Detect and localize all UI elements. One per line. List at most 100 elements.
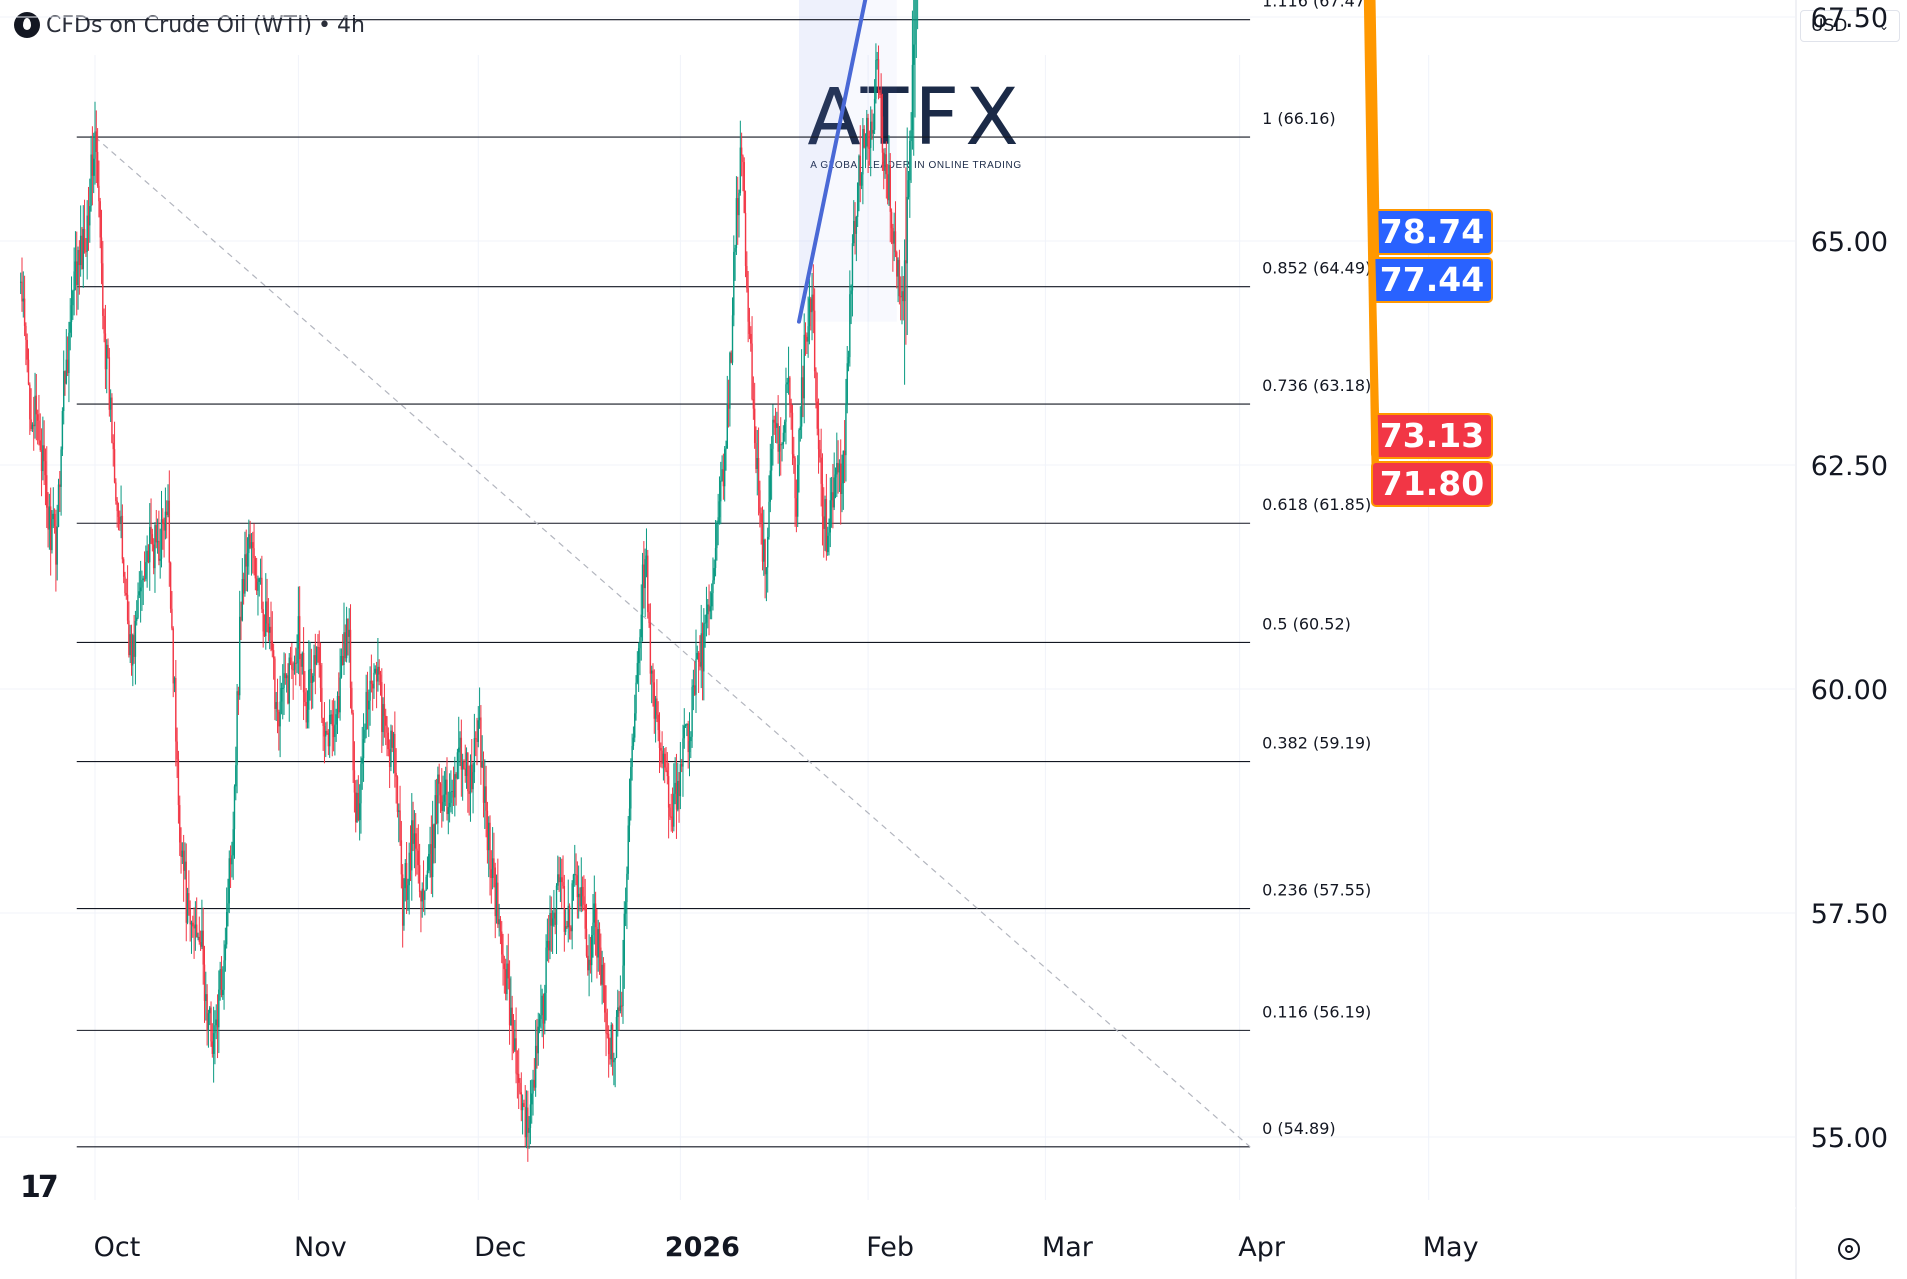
candle-body [334, 724, 336, 738]
candle [864, 133, 867, 169]
callout-pointer [1363, 0, 1380, 504]
candle [220, 956, 223, 998]
candle [602, 957, 605, 1003]
fib-level-label: 0.236 (57.55) [1262, 881, 1371, 900]
candle-body [871, 121, 873, 134]
candle-body [209, 1007, 211, 1014]
candle-body [903, 260, 906, 302]
settings-gear-icon[interactable] [1838, 1238, 1860, 1260]
candle-body [55, 526, 57, 565]
channel-lower-line [796, 0, 868, 324]
candle-body [683, 725, 685, 739]
candle-body [737, 198, 739, 216]
candle-body [911, 64, 914, 130]
candle [538, 1013, 541, 1034]
candle [202, 907, 204, 985]
candle [718, 476, 721, 525]
candle-body [769, 470, 772, 502]
candle [387, 727, 390, 757]
candle [742, 154, 744, 192]
candle [753, 382, 756, 449]
candle [537, 1012, 539, 1066]
candle-body [828, 532, 830, 536]
candle-body [426, 870, 429, 877]
candle-body [791, 412, 794, 455]
candle [830, 476, 833, 528]
candle-body [596, 927, 598, 958]
candle [514, 1019, 516, 1053]
candle-body [130, 634, 133, 666]
candle-body [471, 764, 473, 790]
chevron-down-icon: ⌄ [1878, 19, 1889, 33]
candle [688, 712, 691, 777]
candle [225, 887, 228, 949]
candle [124, 571, 126, 597]
currency-selector[interactable]: USD ⌄ [1800, 10, 1900, 42]
candle [875, 43, 877, 104]
candle [778, 425, 781, 477]
candle-body [613, 1059, 615, 1063]
candle-body [362, 739, 365, 759]
price-axis: 55.0057.5060.0062.5065.0067.5070.0072.50… [1795, 0, 1888, 1279]
candle [89, 178, 91, 243]
candle [29, 382, 31, 435]
candle-body [98, 185, 100, 202]
candle-body [641, 564, 644, 615]
candle-body [35, 395, 38, 415]
candle [192, 915, 194, 938]
candle-body [714, 548, 717, 569]
candle [383, 683, 386, 738]
candle-body [580, 886, 582, 907]
candle [902, 275, 904, 321]
candle [298, 586, 301, 687]
candle [42, 416, 44, 481]
candle-body [355, 792, 357, 823]
candle [254, 555, 257, 591]
candle [348, 608, 350, 663]
candle [242, 572, 245, 605]
candle-body [537, 1026, 539, 1054]
candle-body [626, 873, 628, 903]
candle-body [703, 623, 705, 672]
candle-body [546, 940, 549, 948]
price-tick-label: 60.00 [1811, 675, 1888, 706]
candle-body [147, 550, 150, 563]
candle-body [36, 414, 39, 421]
candle [121, 504, 124, 564]
candle [108, 347, 111, 417]
candle-body [72, 290, 74, 306]
candle [677, 762, 679, 812]
candle-body [664, 753, 666, 768]
candle-body [787, 377, 790, 383]
candle [473, 713, 476, 784]
candle [521, 1094, 524, 1135]
candle [426, 856, 429, 890]
title-separator: • [318, 12, 332, 38]
candle [431, 800, 434, 898]
candle [325, 722, 327, 758]
tradingview-logo-icon[interactable]: 17 [20, 1170, 59, 1205]
candle-body [747, 288, 749, 322]
candle [817, 398, 820, 474]
candle [568, 903, 571, 940]
candle-body [154, 525, 156, 569]
candle-body [231, 855, 233, 865]
candle [544, 984, 546, 1035]
candle [115, 478, 117, 505]
candle-body [176, 741, 178, 760]
candle [342, 634, 344, 666]
candle [308, 640, 310, 729]
candle [798, 428, 800, 493]
candle-body [511, 1007, 513, 1030]
candle [734, 244, 736, 281]
candle [283, 652, 285, 715]
candle [793, 436, 795, 474]
candle-body [239, 616, 241, 696]
candle-body [782, 432, 785, 445]
candle-body [846, 363, 848, 404]
candle [499, 916, 502, 945]
candle [708, 584, 710, 636]
candle [104, 304, 107, 389]
candle-body [378, 666, 380, 675]
